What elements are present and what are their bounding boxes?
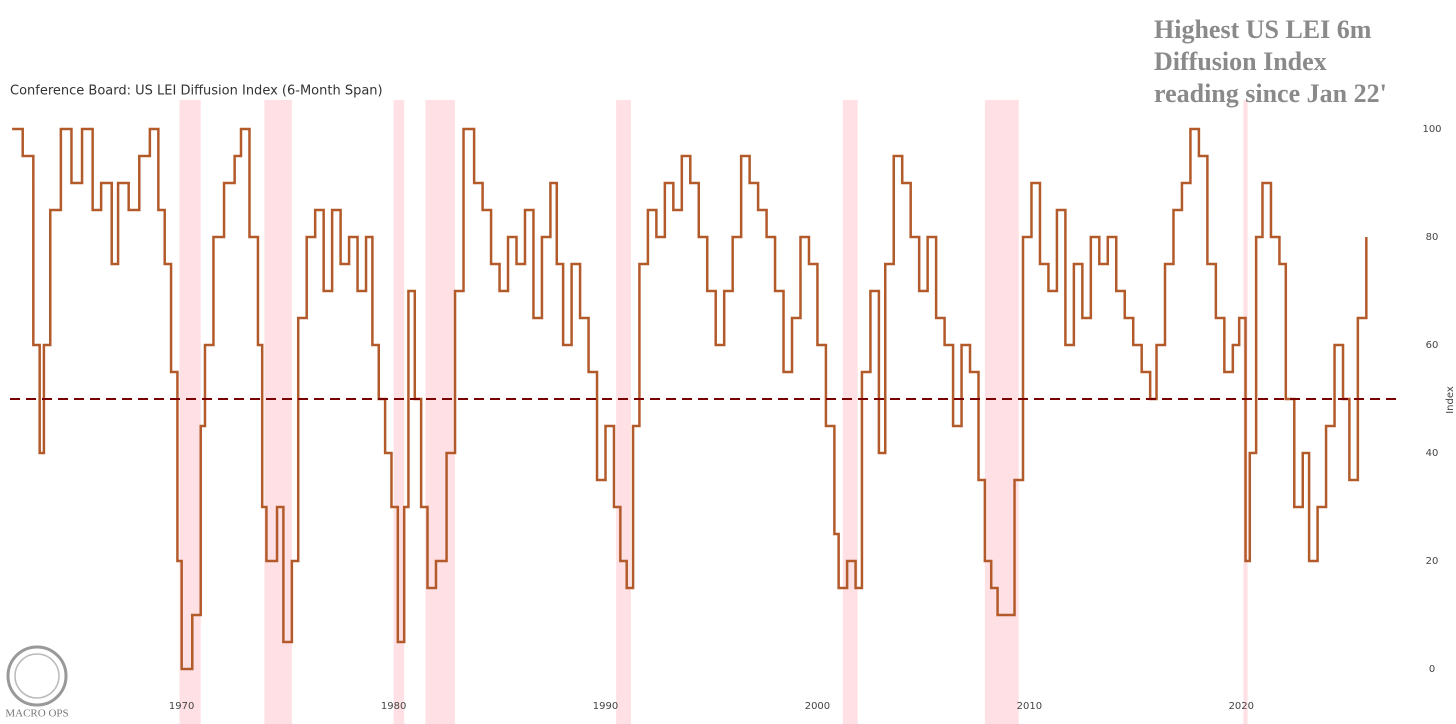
x-tick-label: 2000	[805, 701, 830, 712]
recession-band	[616, 100, 631, 724]
y-tick-label: 80	[1426, 232, 1439, 243]
recession-band	[984, 100, 1019, 724]
chart-title: Conference Board: US LEI Diffusion Index…	[10, 84, 383, 99]
y-tick-label: 40	[1426, 448, 1439, 459]
annotation: Highest US LEI 6m	[1154, 15, 1372, 44]
logo-ring	[14, 653, 60, 699]
logo-text: MACRO OPS	[5, 708, 68, 720]
recession-band	[393, 100, 405, 724]
x-tick-label: 2010	[1017, 701, 1042, 712]
annotation: reading since Jan 22'	[1154, 79, 1387, 108]
y-axis-label: Index	[1445, 386, 1456, 414]
y-tick-label: 20	[1426, 556, 1439, 567]
x-tick-label: 1970	[169, 701, 194, 712]
recession-band	[842, 100, 858, 724]
recession-band	[425, 100, 456, 724]
recession-band	[179, 100, 201, 724]
x-tick-label: 1980	[381, 701, 406, 712]
x-tick-label: 2020	[1229, 701, 1254, 712]
y-tick-label: 60	[1426, 340, 1439, 351]
recession-band	[264, 100, 292, 724]
logo-ring	[6, 645, 68, 707]
annotation: Diffusion Index	[1154, 47, 1327, 76]
x-tick-label: 1990	[593, 701, 618, 712]
logo: MACRO OPS	[5, 645, 69, 720]
y-tick-label: 0	[1429, 664, 1435, 675]
y-tick-label: 100	[1422, 124, 1441, 135]
